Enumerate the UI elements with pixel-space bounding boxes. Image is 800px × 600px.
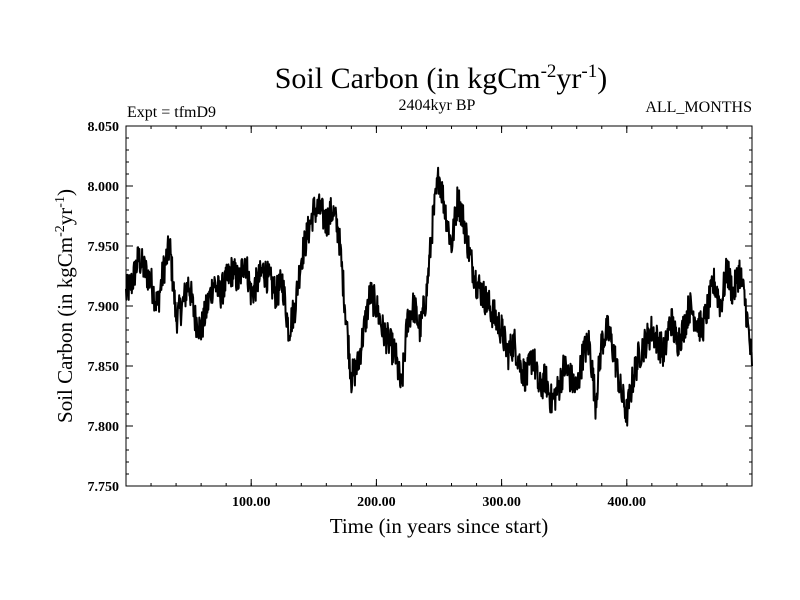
time-period-label: 2404kyr BP (399, 97, 476, 114)
y-tick-label: 7.900 (88, 300, 120, 315)
months-label: ALL_MONTHS (645, 99, 752, 116)
y-tick-label: 7.750 (88, 480, 120, 495)
y-tick-label: 7.850 (88, 360, 120, 375)
series-layer (125, 166, 753, 427)
chart-title: Soil Carbon (in kgCm-2yr-1) (275, 61, 608, 95)
y-tick-label: 8.000 (88, 180, 120, 195)
x-tick-label: 300.00 (482, 495, 521, 510)
x-tick-label: 100.00 (232, 495, 271, 510)
y-tick-label: 7.800 (88, 420, 120, 435)
y-axis: 7.750 7.800 7.850 7.900 7.950 8.000 8.050 (88, 120, 752, 495)
experiment-label: Expt = tfmD9 (127, 104, 216, 121)
soil-carbon-series-line (125, 166, 753, 427)
x-axis-title: Time (in years since start) (330, 514, 549, 538)
y-tick-label: 7.950 (88, 240, 120, 255)
x-tick-label: 200.00 (357, 495, 396, 510)
x-tick-label: 400.00 (608, 495, 647, 510)
y-axis-title: Soil Carbon (in kgCm-2yr-1) (53, 189, 77, 423)
x-axis: 100.00 200.00 300.00 400.00 (150, 126, 728, 510)
y-tick-label: 8.050 (88, 120, 120, 135)
